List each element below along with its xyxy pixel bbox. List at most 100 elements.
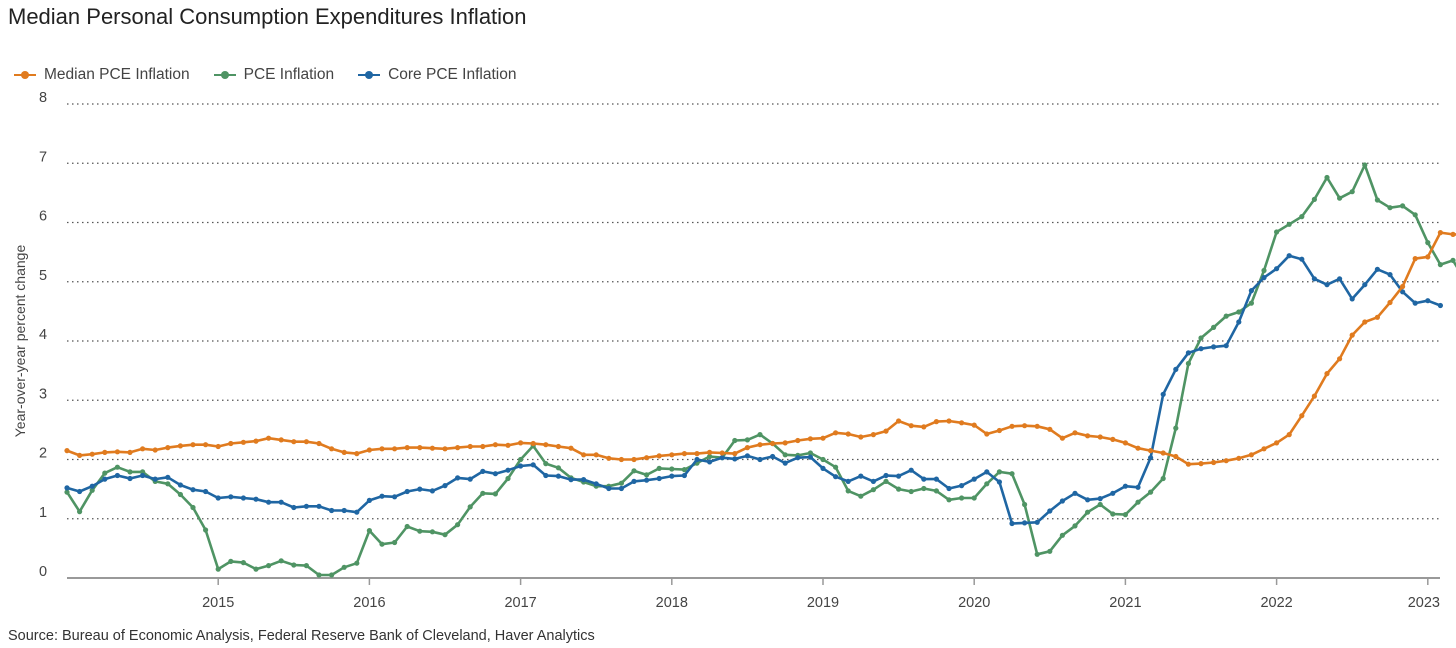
data-point-pce-inflation bbox=[379, 541, 385, 547]
data-point-pce-inflation bbox=[644, 472, 650, 478]
x-tick-label-2016: 2016 bbox=[353, 595, 385, 611]
data-point-core-pce-inflation bbox=[455, 475, 461, 481]
data-point-core-pce-inflation bbox=[518, 463, 524, 469]
data-point-core-pce-inflation bbox=[417, 486, 423, 492]
data-point-pce-inflation bbox=[1311, 196, 1317, 202]
data-point-median-pce-inflation bbox=[77, 452, 83, 458]
legend-item-pce[interactable]: PCE Inflation bbox=[213, 66, 334, 84]
data-point-core-pce-inflation bbox=[1400, 289, 1406, 295]
data-point-pce-inflation bbox=[1324, 174, 1330, 181]
data-point-pce-inflation bbox=[77, 509, 83, 515]
data-point-median-pce-inflation bbox=[64, 448, 70, 454]
data-point-core-pce-inflation bbox=[266, 499, 272, 505]
data-point-pce-inflation bbox=[140, 469, 146, 475]
data-point-pce-inflation bbox=[858, 493, 864, 499]
x-tick-label-2015: 2015 bbox=[202, 595, 234, 611]
data-point-core-pce-inflation bbox=[959, 483, 965, 489]
data-point-median-pce-inflation bbox=[1324, 371, 1330, 377]
data-point-core-pce-inflation bbox=[152, 476, 158, 482]
data-point-median-pce-inflation bbox=[1400, 283, 1406, 290]
x-tick-label-2023: 2023 bbox=[1408, 595, 1440, 611]
data-point-pce-inflation bbox=[618, 480, 625, 486]
data-point-core-pce-inflation bbox=[329, 507, 335, 514]
legend-item-median-pce[interactable]: Median PCE Inflation bbox=[14, 66, 190, 84]
data-point-pce-inflation bbox=[833, 464, 839, 470]
data-point-core-pce-inflation bbox=[1148, 455, 1154, 461]
data-point-core-pce-inflation bbox=[127, 475, 133, 482]
data-point-median-pce-inflation bbox=[820, 435, 826, 441]
data-point-median-pce-inflation bbox=[215, 443, 221, 450]
data-point-pce-inflation bbox=[820, 456, 826, 463]
y-tick-label-2: 2 bbox=[39, 446, 47, 462]
legend-label-core-pce: Core PCE Inflation bbox=[388, 66, 517, 83]
data-point-pce-inflation bbox=[908, 488, 914, 495]
data-point-median-pce-inflation bbox=[807, 436, 814, 442]
data-point-pce-inflation bbox=[278, 558, 284, 564]
legend: Median PCE Inflation PCE Inflation Core … bbox=[14, 66, 516, 84]
data-point-core-pce-inflation bbox=[984, 469, 990, 475]
legend-item-core-pce[interactable]: Core PCE Inflation bbox=[358, 66, 516, 84]
data-point-core-pce-inflation bbox=[140, 472, 146, 479]
x-tick-label-2018: 2018 bbox=[656, 595, 688, 611]
data-point-median-pce-inflation bbox=[165, 445, 171, 451]
data-point-core-pce-inflation bbox=[1160, 391, 1166, 397]
data-point-median-pce-inflation bbox=[341, 449, 347, 455]
data-point-core-pce-inflation bbox=[1248, 288, 1254, 294]
data-point-core-pce-inflation bbox=[1311, 276, 1317, 282]
data-point-pce-inflation bbox=[316, 572, 322, 578]
data-point-core-pce-inflation bbox=[505, 467, 511, 473]
data-point-median-pce-inflation bbox=[744, 445, 751, 451]
data-point-core-pce-inflation bbox=[896, 473, 902, 479]
data-point-median-pce-inflation bbox=[694, 451, 700, 457]
data-point-pce-inflation bbox=[946, 497, 952, 503]
data-point-core-pce-inflation bbox=[971, 476, 977, 482]
data-point-pce-inflation bbox=[1248, 300, 1254, 306]
data-point-pce-inflation bbox=[89, 487, 95, 493]
data-point-pce-inflation bbox=[1135, 499, 1141, 505]
data-point-pce-inflation bbox=[1198, 335, 1204, 341]
data-point-median-pce-inflation bbox=[593, 452, 599, 458]
data-point-median-pce-inflation bbox=[1022, 423, 1028, 429]
data-point-core-pce-inflation bbox=[707, 459, 713, 465]
data-point-core-pce-inflation bbox=[933, 476, 940, 482]
data-point-pce-inflation bbox=[883, 478, 889, 484]
data-point-core-pce-inflation bbox=[165, 474, 171, 480]
data-point-core-pce-inflation bbox=[1185, 350, 1191, 356]
data-point-median-pce-inflation bbox=[757, 442, 763, 448]
y-tick-label-3: 3 bbox=[39, 386, 47, 402]
data-point-core-pce-inflation bbox=[568, 477, 574, 483]
data-point-core-pce-inflation bbox=[606, 485, 612, 492]
data-point-median-pce-inflation bbox=[1299, 413, 1305, 419]
data-point-core-pce-inflation bbox=[1173, 366, 1179, 372]
data-point-median-pce-inflation bbox=[1198, 461, 1204, 467]
data-point-median-pce-inflation bbox=[959, 420, 965, 426]
x-tick-label-2020: 2020 bbox=[958, 595, 990, 611]
data-point-pce-inflation bbox=[404, 523, 410, 530]
data-point-pce-inflation bbox=[1349, 189, 1355, 195]
data-point-median-pce-inflation bbox=[1274, 440, 1280, 446]
data-point-pce-inflation bbox=[1085, 509, 1091, 515]
data-point-core-pce-inflation bbox=[1059, 498, 1065, 504]
data-point-core-pce-inflation bbox=[669, 473, 675, 479]
data-point-median-pce-inflation bbox=[908, 423, 914, 429]
data-point-pce-inflation bbox=[1059, 532, 1065, 538]
series-line-pce-inflation bbox=[65, 163, 1456, 577]
data-point-core-pce-inflation bbox=[114, 472, 120, 479]
data-point-pce-inflation bbox=[417, 528, 423, 534]
data-point-core-pce-inflation bbox=[77, 488, 83, 495]
data-point-median-pce-inflation bbox=[329, 446, 335, 452]
data-point-median-pce-inflation bbox=[127, 449, 133, 455]
data-point-core-pce-inflation bbox=[833, 474, 839, 480]
y-tick-label-7: 7 bbox=[39, 149, 47, 165]
data-point-pce-inflation bbox=[329, 572, 335, 578]
data-point-pce-inflation bbox=[1148, 489, 1154, 495]
data-point-core-pce-inflation bbox=[177, 482, 183, 488]
x-tick-label-2017: 2017 bbox=[504, 595, 536, 611]
chart-title: Median Personal Consumption Expenditures… bbox=[8, 4, 527, 29]
data-point-core-pce-inflation bbox=[593, 481, 599, 487]
data-point-pce-inflation bbox=[669, 466, 675, 472]
data-point-pce-inflation bbox=[1261, 267, 1267, 274]
data-point-core-pce-inflation bbox=[870, 478, 877, 484]
data-point-pce-inflation bbox=[921, 485, 927, 492]
data-point-median-pce-inflation bbox=[89, 451, 95, 457]
